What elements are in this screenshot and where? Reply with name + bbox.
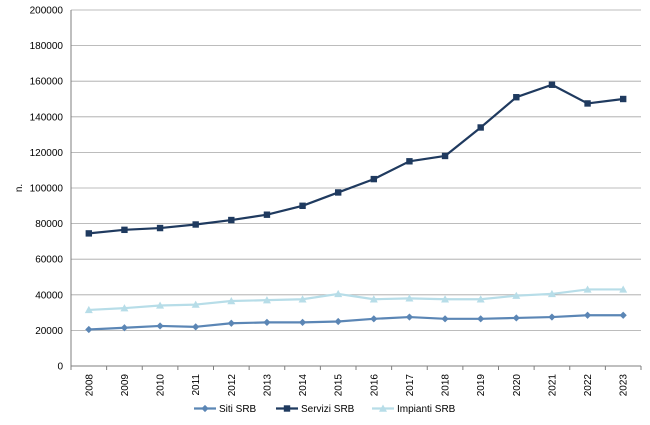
- series-servizi-srb: [85, 81, 627, 237]
- legend-label: Siti SRB: [219, 404, 257, 415]
- y-axis-label: n.: [14, 184, 25, 192]
- data-point: [405, 313, 414, 321]
- data-point: [477, 315, 485, 323]
- data-point: [85, 230, 93, 237]
- x-tick-label: 2008: [84, 374, 95, 397]
- x-tick-label: 2015: [334, 374, 345, 397]
- x-tick-label: 2016: [369, 374, 380, 397]
- data-point: [441, 152, 449, 160]
- x-tick-label: 2020: [512, 374, 523, 397]
- data-point: [227, 319, 235, 327]
- data-point: [369, 295, 378, 303]
- y-tick-label: 200000: [30, 6, 64, 17]
- data-point: [263, 211, 271, 218]
- data-point: [619, 285, 628, 293]
- data-point: [334, 289, 343, 298]
- legend: Siti SRB Servizi SRB Impianti SRB: [194, 404, 456, 415]
- legend-marker: [379, 404, 387, 412]
- data-point: [334, 189, 342, 196]
- x-tick-label: 2012: [227, 374, 238, 397]
- data-point: [262, 296, 271, 304]
- data-point: [156, 224, 164, 232]
- axes: [70, 10, 641, 367]
- data-point: [405, 294, 414, 302]
- data-point: [227, 297, 236, 305]
- y-axis-ticks: 0 20000 40000 60000 80000 100000 120000 140000 1…: [30, 6, 64, 373]
- y-tick-label: 60000: [35, 255, 63, 266]
- data-point: [370, 175, 378, 183]
- data-point: [228, 216, 235, 224]
- x-tick-label: 2022: [583, 374, 594, 397]
- x-tick-label: 2011: [191, 374, 202, 396]
- data-point: [120, 324, 129, 332]
- data-point: [476, 295, 485, 303]
- data-point: [441, 315, 449, 323]
- series-line: [88, 314, 624, 331]
- data-point: [120, 304, 129, 312]
- data-point: [584, 100, 591, 107]
- series-impianti-srb: [84, 285, 628, 314]
- data-point: [85, 325, 93, 334]
- data-point: [583, 311, 592, 319]
- data-point: [298, 318, 307, 326]
- x-tick-label: 2013: [262, 374, 273, 397]
- data-point: [84, 305, 93, 314]
- y-tick-label: 20000: [35, 326, 63, 337]
- x-tick-label: 2023: [619, 374, 630, 397]
- data-point: [512, 291, 521, 299]
- data-point: [299, 202, 306, 209]
- y-tick-label: 80000: [35, 219, 63, 230]
- series-group: [84, 81, 628, 334]
- data-point: [191, 300, 200, 308]
- legend-label: Impianti SRB: [397, 404, 456, 415]
- x-tick-label: 2017: [405, 374, 416, 397]
- y-tick-label: 160000: [30, 77, 64, 88]
- x-tick-label: 2010: [156, 374, 167, 397]
- legend-label: Servizi SRB: [301, 404, 355, 415]
- series-siti-srb: [85, 311, 627, 334]
- data-point: [406, 158, 413, 165]
- data-point: [334, 317, 342, 326]
- y-tick-label: 0: [57, 362, 63, 373]
- x-tick-label: 2021: [547, 374, 558, 397]
- gridlines: [71, 9, 641, 367]
- data-point: [619, 311, 627, 319]
- legend-marker: [201, 404, 209, 413]
- data-point: [298, 295, 307, 303]
- data-point: [583, 285, 592, 293]
- data-point: [547, 289, 556, 298]
- x-tick-label: 2014: [298, 374, 309, 397]
- data-point: [548, 81, 556, 88]
- series-line: [88, 83, 624, 235]
- data-point: [121, 226, 128, 234]
- x-tick-label: 2019: [476, 374, 487, 397]
- data-point: [477, 124, 484, 131]
- data-point: [548, 313, 556, 321]
- legend-item: Impianti SRB: [372, 404, 456, 415]
- x-tick-label: 2009: [120, 374, 131, 397]
- data-point: [441, 295, 450, 303]
- data-point: [370, 315, 378, 323]
- x-tick-label: 2018: [441, 374, 452, 397]
- data-point: [192, 221, 199, 228]
- legend-item: Siti SRB: [194, 404, 257, 415]
- data-point: [156, 322, 164, 330]
- y-tick-label: 180000: [30, 41, 64, 52]
- y-tick-label: 100000: [30, 184, 64, 195]
- data-point: [192, 323, 200, 331]
- data-point: [263, 318, 271, 326]
- legend-item: Servizi SRB: [276, 404, 355, 415]
- data-point: [513, 94, 520, 101]
- y-tick-label: 40000: [35, 290, 63, 301]
- data-point: [619, 95, 627, 103]
- x-axis-ticks: 2008 2009 2010 2011 2012 2013 2014 2015 2016 2017…: [70, 366, 642, 397]
- y-tick-label: 120000: [30, 148, 64, 159]
- data-point: [512, 314, 520, 322]
- series-line: [88, 288, 624, 312]
- data-point: [156, 301, 165, 309]
- legend-marker: [283, 405, 291, 412]
- y-tick-label: 140000: [30, 112, 64, 123]
